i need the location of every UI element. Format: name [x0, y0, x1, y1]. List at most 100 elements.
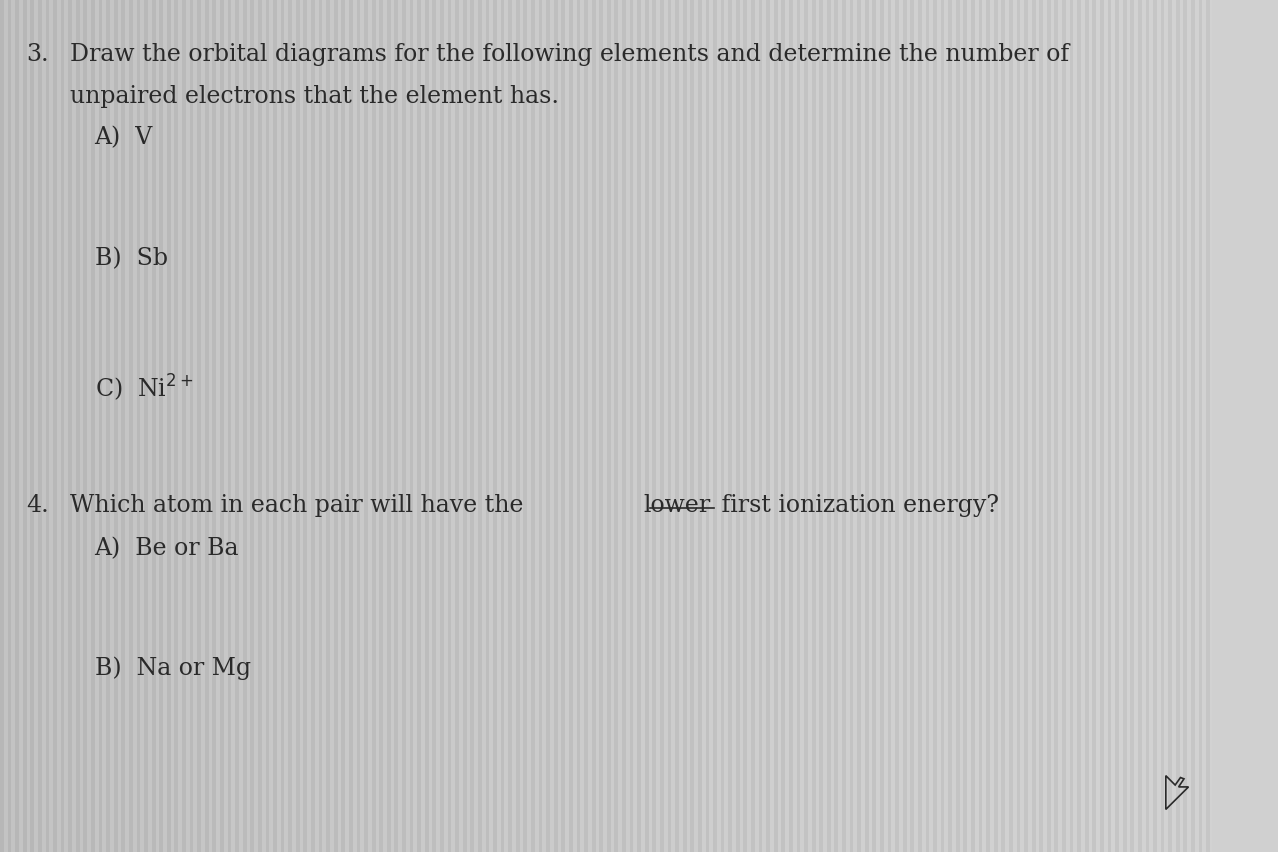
- Bar: [243, 0, 247, 852]
- Bar: [403, 0, 406, 852]
- Bar: [137, 0, 141, 852]
- Bar: [189, 0, 193, 852]
- Bar: [60, 0, 64, 852]
- Bar: [258, 0, 262, 852]
- Bar: [326, 0, 330, 852]
- Bar: [1016, 0, 1020, 852]
- Bar: [1130, 0, 1134, 852]
- Bar: [561, 0, 565, 852]
- Bar: [1116, 0, 1120, 852]
- Bar: [197, 0, 201, 852]
- Bar: [659, 0, 663, 852]
- Bar: [1031, 0, 1035, 852]
- Bar: [569, 0, 573, 852]
- Bar: [607, 0, 611, 852]
- Bar: [296, 0, 299, 852]
- Bar: [1100, 0, 1104, 852]
- Bar: [873, 0, 877, 852]
- Bar: [83, 0, 87, 852]
- Text: Which atom in each pair will have the: Which atom in each pair will have the: [70, 494, 532, 517]
- Bar: [289, 0, 293, 852]
- Bar: [759, 0, 763, 852]
- Text: B)  Sb: B) Sb: [95, 247, 167, 270]
- Bar: [592, 0, 596, 852]
- Bar: [690, 0, 694, 852]
- Bar: [858, 0, 861, 852]
- Bar: [850, 0, 854, 852]
- Bar: [334, 0, 337, 852]
- Bar: [948, 0, 952, 852]
- Bar: [152, 0, 156, 852]
- Text: Draw the orbital diagrams for the following elements and determine the number of: Draw the orbital diagrams for the follow…: [70, 43, 1070, 66]
- Bar: [372, 0, 376, 852]
- Bar: [835, 0, 838, 852]
- Bar: [380, 0, 383, 852]
- Bar: [698, 0, 702, 852]
- Bar: [675, 0, 679, 852]
- Bar: [129, 0, 133, 852]
- Bar: [395, 0, 399, 852]
- Bar: [546, 0, 550, 852]
- Bar: [341, 0, 345, 852]
- Bar: [584, 0, 588, 852]
- Bar: [364, 0, 368, 852]
- Bar: [0, 0, 4, 852]
- Bar: [114, 0, 118, 852]
- Text: A)  V: A) V: [95, 126, 153, 149]
- Bar: [501, 0, 505, 852]
- Bar: [1093, 0, 1097, 852]
- Bar: [1183, 0, 1187, 852]
- Bar: [1145, 0, 1149, 852]
- Bar: [796, 0, 800, 852]
- Bar: [46, 0, 50, 852]
- Bar: [1024, 0, 1028, 852]
- Bar: [175, 0, 178, 852]
- Bar: [98, 0, 102, 852]
- Bar: [964, 0, 967, 852]
- Bar: [652, 0, 656, 852]
- Bar: [622, 0, 626, 852]
- Bar: [266, 0, 270, 852]
- Bar: [1206, 0, 1210, 852]
- Bar: [106, 0, 110, 852]
- Bar: [447, 0, 451, 852]
- Bar: [941, 0, 944, 852]
- Bar: [888, 0, 891, 852]
- Bar: [349, 0, 353, 852]
- Bar: [1199, 0, 1203, 852]
- Bar: [1123, 0, 1126, 852]
- Bar: [553, 0, 557, 852]
- Bar: [781, 0, 785, 852]
- Bar: [410, 0, 414, 852]
- Bar: [994, 0, 998, 852]
- Bar: [956, 0, 960, 852]
- Bar: [979, 0, 983, 852]
- Bar: [819, 0, 823, 852]
- Bar: [1153, 0, 1157, 852]
- Bar: [1160, 0, 1164, 852]
- Bar: [281, 0, 285, 852]
- Bar: [1002, 0, 1006, 852]
- Bar: [1168, 0, 1172, 852]
- Bar: [705, 0, 709, 852]
- Bar: [455, 0, 459, 852]
- Bar: [486, 0, 489, 852]
- Text: A)  Be or Ba: A) Be or Ba: [95, 537, 239, 560]
- Bar: [638, 0, 642, 852]
- Text: lower: lower: [643, 494, 711, 517]
- Bar: [987, 0, 990, 852]
- Bar: [23, 0, 27, 852]
- Bar: [212, 0, 216, 852]
- Bar: [470, 0, 474, 852]
- Bar: [424, 0, 428, 852]
- Bar: [1214, 0, 1218, 852]
- Bar: [767, 0, 769, 852]
- Text: 3.: 3.: [27, 43, 50, 66]
- Bar: [303, 0, 307, 852]
- Bar: [910, 0, 914, 852]
- Bar: [895, 0, 898, 852]
- Bar: [478, 0, 482, 852]
- Bar: [682, 0, 686, 852]
- Text: C)  Ni$^{2+}$: C) Ni$^{2+}$: [95, 372, 193, 403]
- Bar: [1108, 0, 1112, 852]
